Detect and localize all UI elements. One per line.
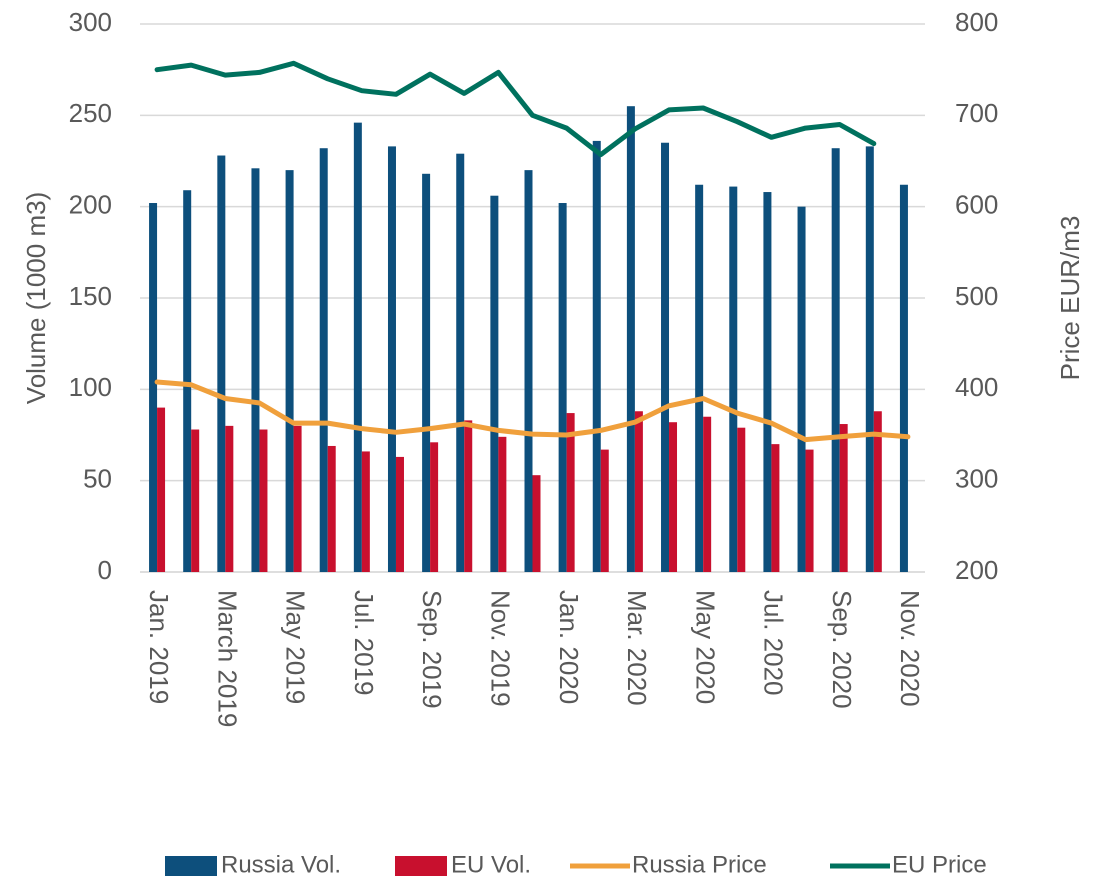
legend-swatch xyxy=(395,856,447,876)
bar xyxy=(703,416,712,572)
bar xyxy=(430,442,439,572)
x-tick-label: Jul. 2020 xyxy=(759,590,789,696)
bar xyxy=(763,192,772,572)
bar xyxy=(634,411,643,572)
bar xyxy=(327,445,336,572)
bar xyxy=(464,420,473,572)
bar xyxy=(661,142,670,572)
bar xyxy=(592,140,601,572)
x-tick-label: March 2019 xyxy=(212,590,242,727)
x-tick-label: Jan. 2019 xyxy=(144,590,174,704)
line xyxy=(154,60,877,158)
x-tick-label: Jan. 2020 xyxy=(554,590,584,704)
bar xyxy=(251,168,260,572)
bar xyxy=(353,122,362,572)
x-tick-label: Mar. 2020 xyxy=(622,590,652,706)
x-tick-label: May 2020 xyxy=(690,590,720,704)
x-tick-label: May 2019 xyxy=(281,590,311,704)
bar xyxy=(695,184,704,572)
y-tick-label: 50 xyxy=(83,464,112,494)
y-tick-label: 300 xyxy=(69,7,112,37)
bar xyxy=(498,436,507,572)
bar xyxy=(831,148,840,573)
bar xyxy=(157,407,166,572)
bar xyxy=(771,444,780,572)
y2-tick-label: 500 xyxy=(955,281,998,311)
bar xyxy=(259,429,268,572)
y2-axis-title: Price EUR/m3 xyxy=(1055,216,1085,381)
y-tick-label: 100 xyxy=(69,372,112,402)
bar xyxy=(217,155,226,572)
bar xyxy=(225,425,234,572)
bar xyxy=(566,413,575,572)
legend-label: EU Vol. xyxy=(451,851,531,878)
bar xyxy=(600,449,609,572)
bar xyxy=(149,203,158,572)
bar xyxy=(805,449,814,572)
bar xyxy=(387,146,396,573)
legend-label: Russia Vol. xyxy=(221,851,341,878)
bar xyxy=(319,148,328,573)
bar xyxy=(737,427,746,572)
x-tick-label: Sep. 2020 xyxy=(827,590,857,709)
x-tick-label: Jul. 2019 xyxy=(349,590,379,696)
bar xyxy=(422,173,431,572)
bar xyxy=(873,411,882,572)
bar xyxy=(899,184,908,572)
y-tick-label: 250 xyxy=(69,98,112,128)
legend-label: Russia Price xyxy=(632,851,767,878)
y2-tick-label: 200 xyxy=(955,555,998,585)
x-tick-label: Nov. 2019 xyxy=(485,590,515,707)
x-tick-label: Sep. 2019 xyxy=(417,590,447,709)
bar xyxy=(293,425,302,572)
y2-tick-label: 300 xyxy=(955,464,998,494)
bar xyxy=(626,106,635,572)
legend-label: EU Price xyxy=(892,851,987,878)
bar xyxy=(558,203,567,572)
bar xyxy=(669,422,678,572)
bar xyxy=(524,170,533,572)
x-tick-label: Nov. 2020 xyxy=(895,590,925,707)
legend: Russia Vol. EU Vol. Russia Price EU Price xyxy=(165,851,987,878)
bar xyxy=(191,429,200,572)
y2-tick-label: 400 xyxy=(955,372,998,402)
y2-tick-label: 800 xyxy=(955,7,998,37)
y-tick-label: 0 xyxy=(98,555,112,585)
bar xyxy=(532,475,541,572)
y-tick-label: 150 xyxy=(69,281,112,311)
bar xyxy=(285,170,294,572)
y-axis-title: Volume (1000 m3) xyxy=(21,192,51,404)
bar xyxy=(490,195,499,572)
y2-tick-label: 600 xyxy=(955,190,998,220)
bar xyxy=(839,424,848,572)
bar xyxy=(183,190,192,572)
legend-swatch xyxy=(165,856,217,876)
bar xyxy=(729,186,738,572)
bar xyxy=(865,146,874,573)
bar xyxy=(456,153,465,572)
bar xyxy=(361,451,370,572)
bar xyxy=(395,456,404,572)
bar xyxy=(797,206,806,572)
y-tick-label: 200 xyxy=(69,190,112,220)
line xyxy=(154,379,911,443)
y2-tick-label: 700 xyxy=(955,98,998,128)
